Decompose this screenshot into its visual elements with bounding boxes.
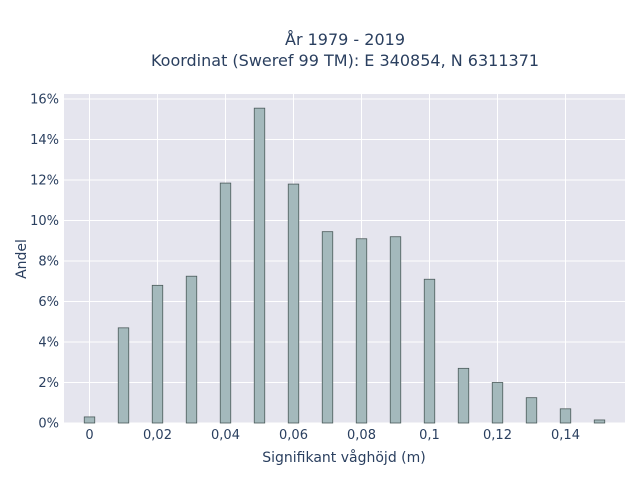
bar	[355, 238, 368, 424]
bar	[389, 236, 402, 424]
chart-title-line1: År 1979 - 2019	[285, 30, 405, 49]
y-tick-label: 4%	[38, 336, 59, 351]
bar	[593, 419, 606, 424]
bar	[83, 416, 96, 424]
y-tick-labels: 0% 2% 4% 6% 8% 10% 12% 14% 16%	[30, 93, 59, 432]
y-tick-label: 16%	[30, 93, 59, 108]
y-tick-label: 2%	[38, 376, 59, 391]
bar	[253, 107, 266, 424]
x-axis-title: Signifikant våghöjd (m)	[262, 449, 425, 466]
y-tick-label: 10%	[30, 214, 59, 229]
bars	[83, 107, 606, 424]
bar	[491, 382, 504, 424]
x-tick-label: 0,12	[483, 428, 512, 443]
y-tick-label: 12%	[30, 174, 59, 189]
y-axis-title: Andel	[14, 239, 30, 279]
bar	[423, 278, 436, 424]
x-tick-label: 0,02	[143, 428, 172, 443]
x-tick-label: 0,14	[551, 428, 580, 443]
y-tick-label: 0%	[38, 417, 59, 432]
bar	[117, 327, 130, 424]
bar	[219, 182, 232, 424]
bar	[559, 408, 572, 424]
y-tick-label: 8%	[38, 255, 59, 270]
x-tick-label: 0,06	[279, 428, 308, 443]
x-tick-label: 0,08	[347, 428, 376, 443]
y-tick-label: 6%	[38, 295, 59, 310]
bar	[321, 231, 334, 424]
x-tick-labels: 0 0,02 0,04 0,06 0,08 0,1 0,12 0,14	[85, 428, 580, 443]
plot-area	[64, 94, 625, 423]
x-tick-label: 0,1	[419, 428, 440, 443]
y-tick-label: 14%	[30, 133, 59, 148]
chart-title-line2: Koordinat (Sweref 99 TM): E 340854, N 63…	[151, 51, 539, 70]
bar	[287, 183, 300, 424]
bar	[525, 397, 538, 424]
bar	[457, 367, 470, 424]
bar	[185, 275, 198, 424]
x-tick-label: 0,04	[211, 428, 240, 443]
bar	[151, 284, 164, 424]
x-tick-label: 0	[85, 428, 93, 443]
